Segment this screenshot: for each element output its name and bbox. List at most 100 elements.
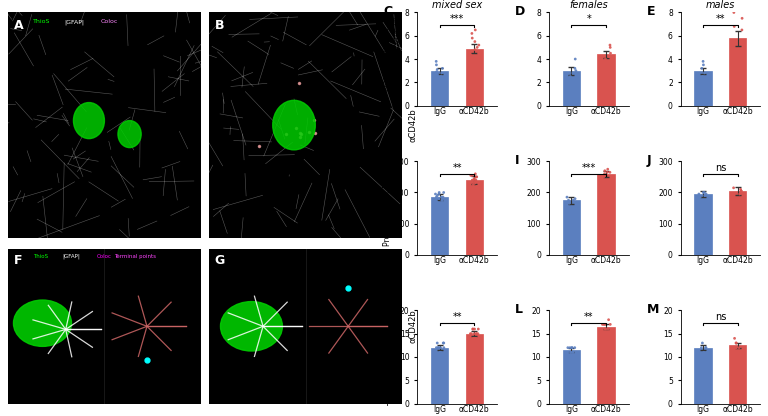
Text: Coloc: Coloc (97, 254, 111, 259)
Point (467, 326, 479, 332)
Point (465, 30, 478, 37)
Point (433, 191, 445, 197)
Point (601, 330, 614, 337)
Point (435, 69, 448, 76)
Bar (431, 197, 449, 255)
Point (472, 42, 485, 48)
Point (602, 326, 614, 332)
Bar (563, 350, 580, 404)
Point (700, 344, 712, 351)
Text: **: ** (716, 14, 725, 24)
Point (468, 175, 480, 182)
Bar (694, 348, 712, 404)
Text: **: ** (452, 163, 462, 173)
Point (435, 197, 448, 203)
Point (700, 191, 712, 197)
Point (430, 69, 442, 75)
Point (431, 66, 443, 73)
Text: M: M (647, 303, 660, 316)
Text: Coloc: Coloc (101, 19, 118, 24)
Point (733, 344, 745, 351)
Text: F: F (14, 254, 22, 267)
Point (435, 194, 448, 201)
Point (431, 192, 443, 199)
Point (438, 340, 450, 347)
Point (604, 44, 617, 51)
Point (469, 27, 482, 33)
Point (697, 189, 710, 196)
Point (470, 330, 482, 337)
Point (471, 44, 483, 51)
Point (468, 38, 481, 45)
Point (569, 65, 581, 72)
Point (471, 183, 483, 190)
Point (433, 344, 445, 351)
Point (565, 344, 578, 351)
Text: ThioS: ThioS (33, 254, 48, 259)
Point (432, 196, 445, 202)
Point (736, 27, 748, 33)
Bar (694, 194, 712, 255)
Point (604, 50, 617, 57)
Point (563, 200, 575, 207)
Point (469, 173, 482, 180)
Point (432, 72, 444, 79)
Bar (563, 200, 580, 255)
Point (564, 344, 576, 351)
Bar (598, 54, 614, 106)
Point (561, 194, 573, 201)
Text: |GFAP|: |GFAP| (64, 19, 84, 25)
Y-axis label: Plaque coverage
by GFAP+ astrocytes [%]: Plaque coverage by GFAP+ astrocytes [%] (382, 11, 402, 107)
Text: **: ** (452, 312, 462, 322)
Point (468, 326, 481, 332)
Bar (431, 71, 449, 106)
Point (468, 330, 480, 337)
Point (430, 62, 442, 68)
Bar (465, 180, 483, 255)
Text: *: * (586, 14, 591, 24)
Point (697, 340, 709, 347)
Text: ns: ns (715, 312, 726, 322)
Point (470, 330, 482, 337)
Point (464, 330, 476, 337)
Y-axis label: Process lenght [µm]: Process lenght [µm] (383, 170, 392, 246)
Point (599, 172, 611, 179)
Point (567, 349, 579, 356)
Point (566, 344, 578, 351)
Point (564, 349, 577, 356)
Point (601, 166, 614, 173)
Bar (694, 71, 712, 106)
Point (471, 173, 483, 180)
Point (472, 58, 485, 64)
Point (599, 167, 611, 174)
Point (562, 197, 574, 203)
Text: K: K (383, 303, 393, 316)
Text: B: B (215, 19, 224, 32)
Point (694, 194, 707, 201)
Point (466, 172, 478, 179)
Point (437, 340, 449, 347)
Point (569, 56, 581, 62)
Bar (465, 49, 483, 106)
Text: E: E (647, 5, 655, 18)
Point (600, 326, 612, 332)
Point (567, 197, 579, 203)
Circle shape (273, 100, 316, 150)
Point (598, 171, 611, 177)
Point (727, 185, 740, 191)
Point (596, 321, 608, 328)
Point (734, 38, 746, 45)
Point (598, 172, 611, 179)
Point (735, 188, 747, 194)
Text: αCD42b: αCD42b (408, 310, 417, 343)
Point (728, 9, 740, 16)
Bar (563, 71, 580, 106)
Point (563, 198, 575, 205)
Point (696, 79, 708, 86)
Point (436, 197, 449, 203)
Point (735, 188, 747, 194)
Point (431, 71, 443, 77)
Point (734, 189, 746, 196)
Point (467, 340, 479, 347)
Point (430, 194, 442, 201)
